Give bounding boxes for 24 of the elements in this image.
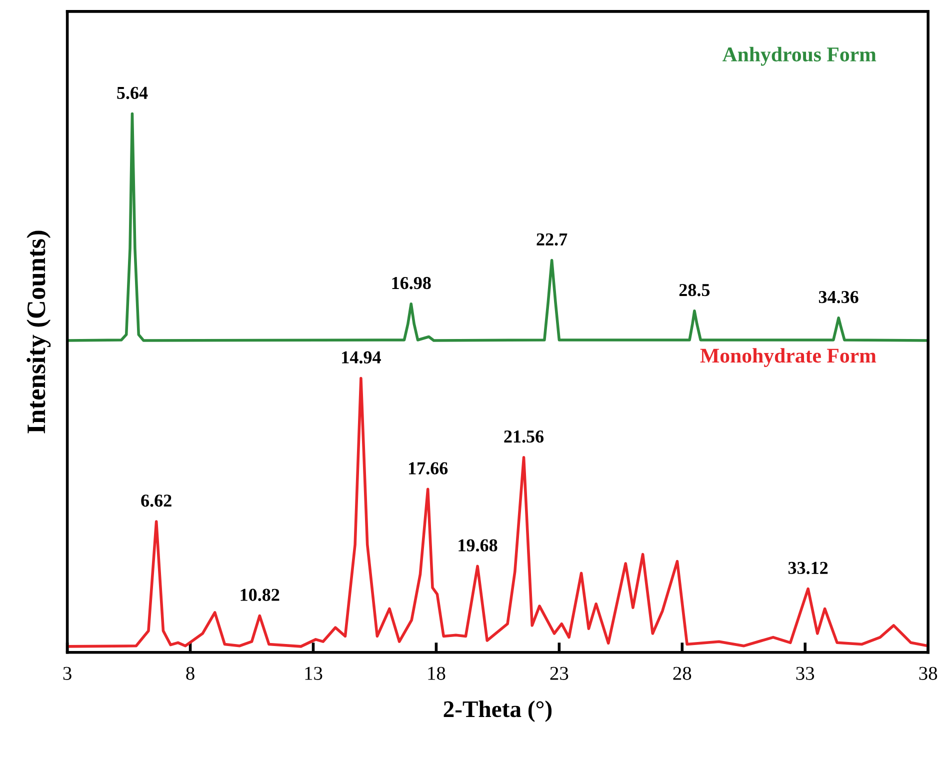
annotation: 5.64 <box>117 86 148 100</box>
annotation: 19.68 <box>458 539 498 552</box>
text: Monohydrate Form <box>700 348 876 368</box>
annotation: 16.98 <box>392 276 431 290</box>
annotation: 21.56 <box>504 430 544 443</box>
y-axis-title: Intensity (Counts) <box>26 230 51 434</box>
annotation: 6.62 <box>141 494 172 507</box>
x-tick-label: 18 <box>428 666 446 680</box>
annotation: 14.94 <box>342 351 381 364</box>
x-tick-label: 33 <box>796 666 814 680</box>
x-axis-title: 2-Theta (°) <box>444 700 552 722</box>
x-tick-label: 3 <box>63 666 72 680</box>
x-tick-label: 8 <box>186 666 194 680</box>
annotation: 33.12 <box>788 562 828 574</box>
x-tick-label: 28 <box>673 666 692 680</box>
annotation: 10.82 <box>240 588 280 602</box>
text: Anhydrous Form <box>722 46 876 66</box>
x-tick-label: 38 <box>919 666 938 680</box>
annotation: 34.36 <box>818 290 858 304</box>
x-tick-label: 23 <box>550 666 568 680</box>
x-tick-label: 13 <box>305 666 322 680</box>
annotation: 17.66 <box>408 462 448 474</box>
annotation: 28.5 <box>679 284 710 296</box>
annotation: 22.7 <box>536 233 568 246</box>
